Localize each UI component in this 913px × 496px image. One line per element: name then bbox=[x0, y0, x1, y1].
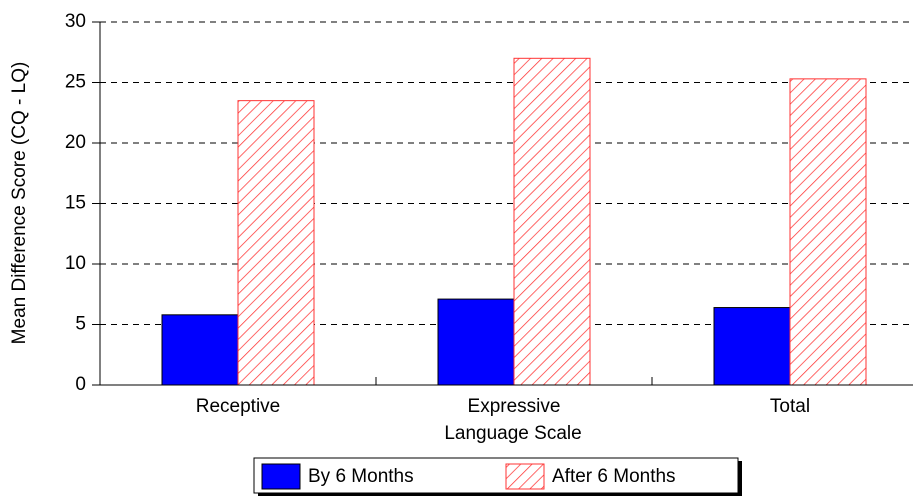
x-tick-label: Expressive bbox=[468, 396, 561, 417]
y-tick-label: 0 bbox=[75, 374, 86, 395]
bar bbox=[237, 100, 315, 386]
bar bbox=[513, 57, 591, 386]
bar bbox=[437, 298, 515, 386]
legend-box bbox=[253, 457, 739, 494]
y-tick-label: 30 bbox=[65, 11, 86, 32]
bar bbox=[789, 78, 867, 386]
y-tick-label: 20 bbox=[65, 132, 86, 153]
legend-label: After 6 Months bbox=[552, 466, 676, 487]
y-tick-label: 25 bbox=[65, 72, 86, 93]
y-axis-label: Mean Difference Score (CQ - LQ) bbox=[9, 62, 30, 345]
x-axis-label: Language Scale bbox=[444, 423, 581, 444]
x-tick-label: Total bbox=[770, 396, 810, 417]
y-tick-label: 5 bbox=[75, 314, 86, 335]
bar bbox=[161, 314, 239, 386]
y-tick-label: 15 bbox=[65, 193, 86, 214]
bar bbox=[713, 307, 791, 386]
y-tick-label: 10 bbox=[65, 253, 86, 274]
legend-label: By 6 Months bbox=[308, 466, 414, 487]
x-tick-label: Receptive bbox=[196, 396, 281, 417]
legend-swatch bbox=[261, 463, 301, 490]
legend-swatch bbox=[505, 463, 545, 490]
